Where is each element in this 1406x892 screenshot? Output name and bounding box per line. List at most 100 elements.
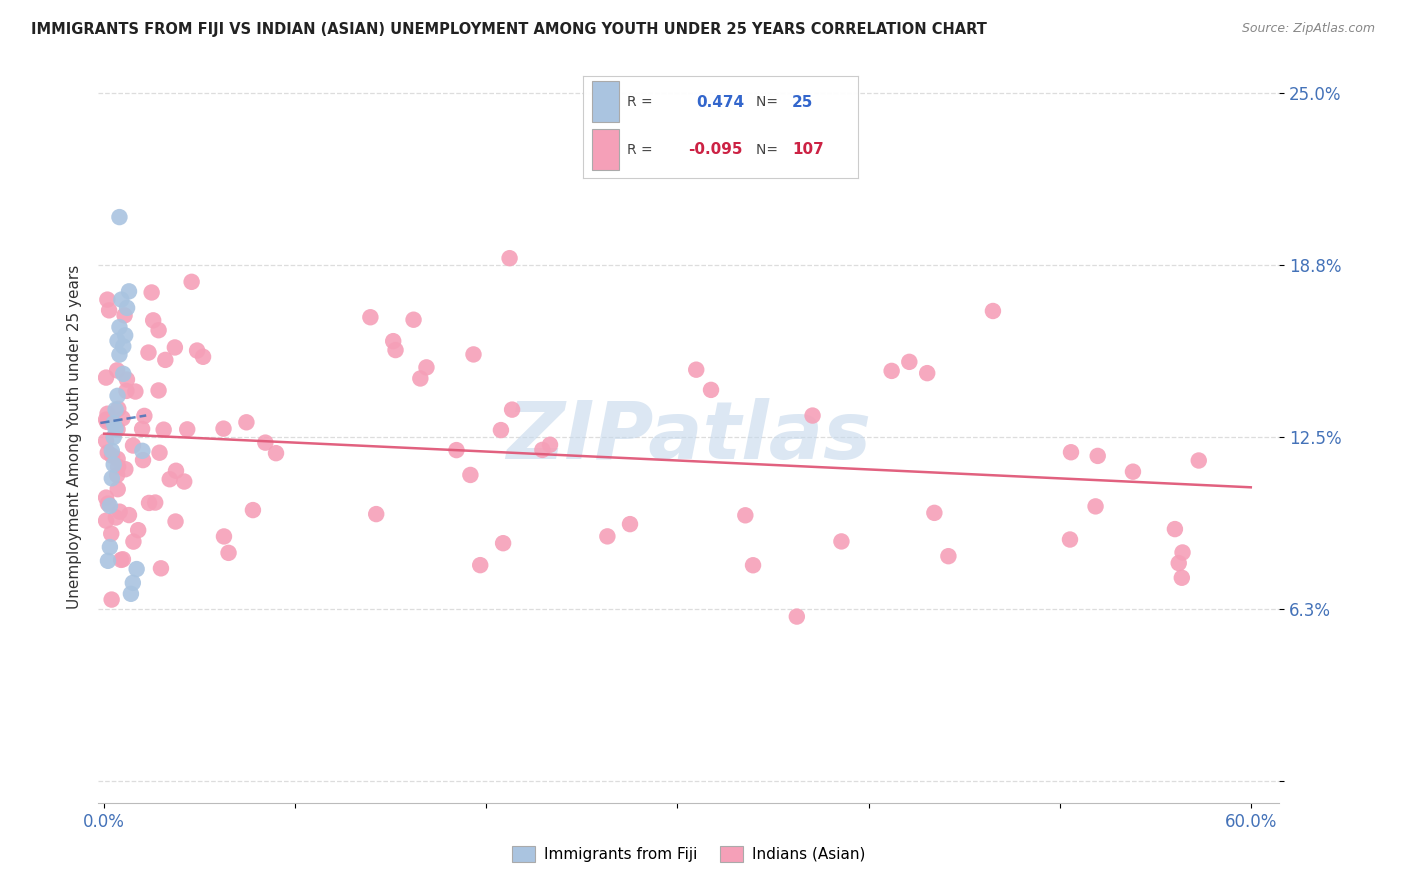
Point — [115, 301, 138, 315]
Text: 25: 25 — [792, 95, 813, 110]
Point — [115, 384, 138, 398]
Bar — [592, 81, 619, 122]
Point — [915, 366, 938, 380]
Point — [382, 334, 405, 348]
Point — [101, 443, 124, 458]
Point — [1171, 545, 1194, 559]
Point — [94, 491, 117, 505]
Point — [734, 508, 756, 523]
Point — [110, 293, 132, 307]
Point — [254, 435, 277, 450]
Point — [134, 409, 156, 423]
Point — [141, 285, 163, 300]
Point — [148, 384, 170, 398]
Point — [446, 443, 468, 458]
Point — [96, 415, 118, 429]
Point — [97, 554, 120, 568]
Point — [235, 415, 257, 429]
Point — [402, 312, 425, 326]
Point — [924, 506, 946, 520]
Point — [415, 360, 437, 375]
Point — [101, 449, 124, 463]
Point — [100, 526, 122, 541]
Point — [489, 423, 512, 437]
Point — [104, 402, 127, 417]
Point — [152, 423, 174, 437]
Point — [111, 411, 134, 425]
Point — [104, 422, 127, 436]
Point — [132, 453, 155, 467]
Point — [98, 303, 121, 318]
Point — [1084, 500, 1107, 514]
Point — [120, 587, 142, 601]
Point — [938, 549, 960, 564]
Point — [242, 503, 264, 517]
Point — [118, 285, 141, 299]
Point — [155, 352, 177, 367]
Point — [460, 467, 482, 482]
Point — [212, 422, 235, 436]
Text: 0.474: 0.474 — [696, 95, 744, 110]
Point — [107, 389, 129, 403]
Point — [801, 409, 824, 423]
Point — [180, 275, 202, 289]
Point — [97, 497, 120, 511]
Point — [96, 407, 118, 421]
Point — [1059, 533, 1081, 547]
Point — [143, 495, 166, 509]
Point — [165, 464, 187, 478]
Point — [108, 505, 131, 519]
Point — [107, 422, 129, 436]
Point — [107, 482, 129, 496]
Point — [107, 459, 129, 474]
Text: -0.095: -0.095 — [688, 142, 742, 157]
Point — [498, 251, 520, 265]
Point — [366, 507, 388, 521]
Point — [98, 499, 121, 513]
Point — [596, 529, 619, 543]
Point — [100, 592, 122, 607]
Point — [830, 534, 852, 549]
Point — [742, 558, 765, 573]
Text: IMMIGRANTS FROM FIJI VS INDIAN (ASIAN) UNEMPLOYMENT AMONG YOUTH UNDER 25 YEARS C: IMMIGRANTS FROM FIJI VS INDIAN (ASIAN) U… — [31, 22, 987, 37]
Point — [981, 304, 1004, 318]
Point — [124, 384, 146, 399]
Point — [148, 323, 170, 337]
Point — [101, 471, 124, 485]
Point — [94, 514, 117, 528]
Point — [538, 438, 561, 452]
Point — [159, 472, 181, 486]
Point — [131, 443, 153, 458]
Point — [138, 345, 160, 359]
Text: N=: N= — [756, 95, 783, 110]
Point — [186, 343, 208, 358]
Point — [898, 355, 921, 369]
Point — [163, 341, 186, 355]
Point — [1122, 465, 1144, 479]
Point — [103, 458, 125, 472]
Text: ZIPatlas: ZIPatlas — [506, 398, 872, 476]
Point — [110, 553, 132, 567]
Point — [619, 517, 641, 532]
Point — [97, 445, 120, 459]
Point — [94, 412, 117, 426]
Point — [98, 540, 121, 554]
Point — [108, 210, 131, 224]
Point — [112, 367, 135, 381]
Legend: Immigrants from Fiji, Indians (Asian): Immigrants from Fiji, Indians (Asian) — [506, 839, 872, 868]
Point — [138, 496, 160, 510]
Point — [125, 562, 148, 576]
Point — [108, 320, 131, 334]
Point — [165, 515, 187, 529]
Point — [191, 350, 214, 364]
Point — [531, 442, 554, 457]
Point — [409, 371, 432, 385]
Point — [114, 309, 136, 323]
Point — [359, 310, 381, 325]
Point — [384, 343, 406, 357]
Point — [111, 552, 134, 566]
Text: Source: ZipAtlas.com: Source: ZipAtlas.com — [1241, 22, 1375, 36]
Point — [218, 546, 240, 560]
Point — [1167, 556, 1189, 570]
Point — [108, 348, 131, 362]
